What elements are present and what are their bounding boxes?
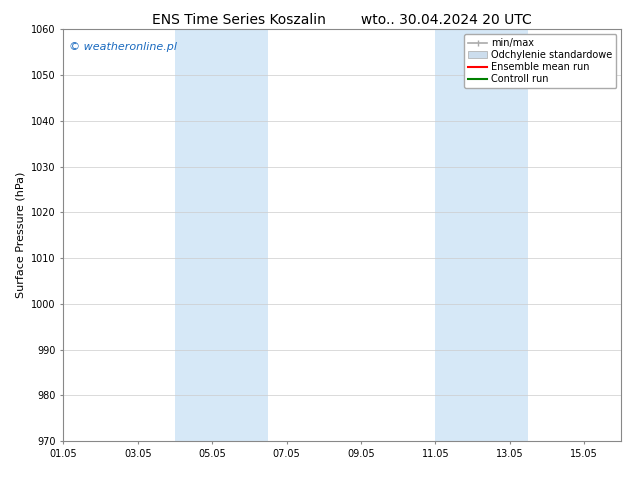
Title: ENS Time Series Koszalin        wto.. 30.04.2024 20 UTC: ENS Time Series Koszalin wto.. 30.04.202… — [153, 13, 532, 27]
Bar — [175, 29, 268, 441]
Y-axis label: Surface Pressure (hPa): Surface Pressure (hPa) — [16, 172, 25, 298]
Bar — [436, 29, 528, 441]
Text: © weatheronline.pl: © weatheronline.pl — [69, 42, 177, 52]
Legend: min/max, Odchylenie standardowe, Ensemble mean run, Controll run: min/max, Odchylenie standardowe, Ensembl… — [464, 34, 616, 88]
